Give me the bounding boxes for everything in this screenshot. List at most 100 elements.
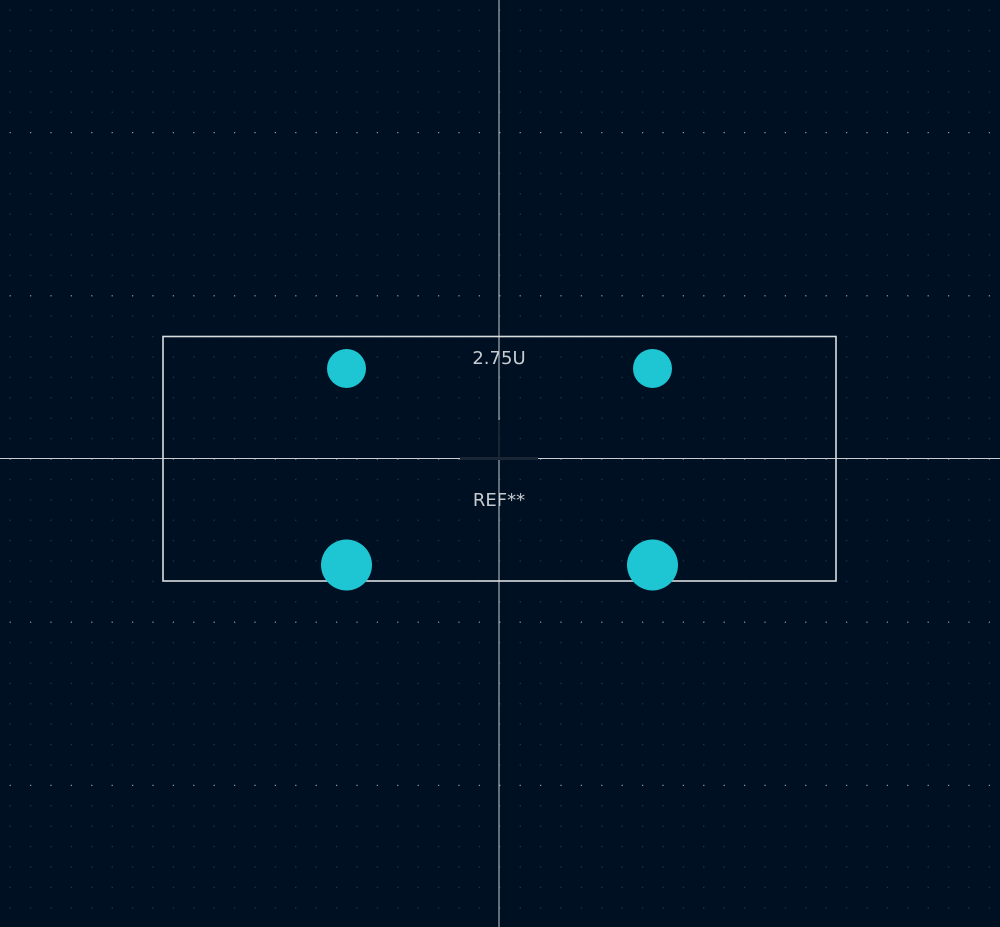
grid-dot — [540, 621, 542, 623]
grid-dot — [70, 621, 72, 623]
grid-dot — [30, 132, 32, 134]
grid-dot — [784, 621, 786, 623]
grid-dot — [417, 621, 419, 623]
grid-dot — [111, 132, 113, 134]
grid-dot — [866, 621, 868, 623]
grid-dot — [50, 295, 52, 297]
grid-dot — [540, 784, 542, 786]
grid-dot — [111, 295, 113, 297]
grid-dot — [295, 295, 297, 297]
grid-dot — [560, 784, 562, 786]
grid-dot — [152, 295, 154, 297]
grid-dot — [152, 784, 154, 786]
grid-dot — [560, 621, 562, 623]
grid-dot — [234, 132, 236, 134]
grid-dot — [213, 621, 215, 623]
grid-dot — [152, 132, 154, 134]
pad-bottom-right[interactable] — [627, 539, 678, 591]
grid-dot — [682, 295, 684, 297]
grid-dot — [642, 784, 644, 786]
grid-dot — [417, 784, 419, 786]
grid-dot — [621, 295, 623, 297]
courtyard-outline[interactable] — [162, 335, 837, 582]
grid-dot — [723, 784, 725, 786]
grid-dot — [417, 295, 419, 297]
grid-dot — [356, 132, 358, 134]
grid-dot — [417, 132, 419, 134]
grid-dot — [478, 784, 480, 786]
grid-dot — [744, 132, 746, 134]
grid-dot — [601, 784, 603, 786]
grid-dot — [438, 295, 440, 297]
grid-dot — [213, 784, 215, 786]
grid-dot — [846, 132, 848, 134]
grid-dot — [336, 132, 338, 134]
grid-dot — [91, 295, 93, 297]
grid-dot — [988, 784, 990, 786]
grid-dot — [254, 295, 256, 297]
grid-dot — [866, 784, 868, 786]
grid-dot — [295, 132, 297, 134]
value-label[interactable]: 2.75U — [472, 348, 525, 369]
grid-dot — [9, 621, 11, 623]
grid-dot — [642, 132, 644, 134]
grid-dot — [234, 784, 236, 786]
grid-dot — [397, 295, 399, 297]
grid-dot — [438, 784, 440, 786]
grid-dot — [9, 132, 11, 134]
grid-dot — [866, 295, 868, 297]
grid-dot — [30, 784, 32, 786]
grid-dot — [356, 295, 358, 297]
grid-dot — [968, 295, 970, 297]
grid-dot — [642, 295, 644, 297]
grid-dot — [846, 621, 848, 623]
grid-dot — [70, 784, 72, 786]
grid-dot — [744, 621, 746, 623]
grid-dot — [866, 132, 868, 134]
grid-dot — [172, 621, 174, 623]
grid-dot — [397, 621, 399, 623]
grid-dot — [274, 132, 276, 134]
grid-dot — [764, 784, 766, 786]
grid-dot — [193, 621, 195, 623]
grid-dot — [213, 295, 215, 297]
grid-dot — [723, 295, 725, 297]
grid-dot — [234, 621, 236, 623]
grid-dot — [723, 132, 725, 134]
grid-dot — [376, 132, 378, 134]
grid-dot — [580, 295, 582, 297]
grid-dot — [458, 132, 460, 134]
reference-label[interactable]: REF** — [473, 490, 525, 511]
grid-dot — [948, 132, 950, 134]
grid-dot — [499, 132, 501, 134]
pad-bottom-left[interactable] — [321, 539, 372, 591]
grid-dot — [540, 295, 542, 297]
grid-dot — [91, 784, 93, 786]
grid-dot — [703, 621, 705, 623]
grid-dot — [927, 295, 929, 297]
pad-top-left[interactable] — [327, 349, 366, 388]
grid-dot — [478, 132, 480, 134]
grid-dot — [9, 784, 11, 786]
grid-dot — [172, 132, 174, 134]
grid-dot — [948, 621, 950, 623]
grid-dot — [193, 784, 195, 786]
grid-dot — [132, 784, 134, 786]
grid-dot — [254, 132, 256, 134]
grid-dot — [458, 295, 460, 297]
grid-dot — [886, 132, 888, 134]
grid-dot — [988, 295, 990, 297]
grid-dot — [499, 621, 501, 623]
pad-top-right[interactable] — [633, 349, 672, 388]
grid-dot — [336, 295, 338, 297]
grid-dot — [601, 132, 603, 134]
grid-dot — [744, 784, 746, 786]
grid-dot — [662, 132, 664, 134]
grid-dot — [132, 621, 134, 623]
grid-dot — [172, 295, 174, 297]
grid-dot — [927, 132, 929, 134]
grid-dot — [601, 295, 603, 297]
grid-dot — [376, 621, 378, 623]
